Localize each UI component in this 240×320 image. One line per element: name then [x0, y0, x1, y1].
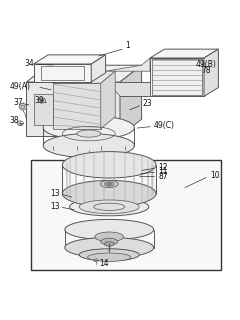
Text: 1: 1 — [125, 42, 130, 51]
Text: 78: 78 — [202, 66, 211, 75]
Ellipse shape — [95, 232, 124, 242]
Ellipse shape — [19, 103, 26, 110]
Ellipse shape — [62, 180, 156, 207]
Text: 49(B): 49(B) — [196, 60, 216, 69]
Bar — [31, 159, 221, 270]
Text: 39: 39 — [35, 96, 45, 105]
Text: 87: 87 — [158, 172, 168, 180]
Ellipse shape — [101, 238, 118, 245]
Ellipse shape — [21, 105, 25, 108]
Text: 34: 34 — [24, 60, 34, 68]
Ellipse shape — [104, 242, 114, 246]
Ellipse shape — [107, 183, 111, 185]
Ellipse shape — [65, 220, 154, 240]
Text: 37: 37 — [13, 98, 23, 107]
Polygon shape — [34, 64, 91, 82]
Polygon shape — [26, 82, 120, 136]
Polygon shape — [106, 58, 150, 71]
Ellipse shape — [70, 198, 149, 216]
Polygon shape — [101, 71, 115, 129]
Ellipse shape — [79, 249, 139, 261]
Text: 14: 14 — [100, 259, 109, 268]
Polygon shape — [34, 94, 53, 125]
Ellipse shape — [77, 130, 101, 137]
Ellipse shape — [65, 237, 154, 258]
Ellipse shape — [38, 98, 46, 103]
Text: 11: 11 — [158, 167, 168, 176]
Ellipse shape — [104, 182, 114, 186]
Polygon shape — [106, 82, 150, 96]
Polygon shape — [53, 83, 101, 129]
Text: 49(A): 49(A) — [10, 82, 31, 91]
Text: 49(C): 49(C) — [154, 121, 174, 131]
Text: 13: 13 — [50, 202, 60, 211]
Ellipse shape — [43, 116, 134, 140]
Text: 38: 38 — [10, 116, 19, 125]
Text: 12: 12 — [158, 163, 168, 172]
Polygon shape — [34, 55, 106, 64]
Ellipse shape — [43, 134, 134, 158]
Polygon shape — [150, 49, 218, 58]
Text: 13: 13 — [50, 189, 60, 198]
Ellipse shape — [100, 180, 118, 188]
Text: 10: 10 — [210, 171, 220, 180]
Text: 23: 23 — [143, 99, 152, 108]
Ellipse shape — [18, 121, 24, 126]
Polygon shape — [91, 55, 106, 82]
Ellipse shape — [41, 99, 43, 102]
Polygon shape — [204, 49, 218, 96]
Ellipse shape — [88, 253, 131, 261]
Polygon shape — [120, 65, 142, 136]
Polygon shape — [26, 65, 142, 82]
Polygon shape — [53, 71, 115, 83]
Ellipse shape — [79, 200, 139, 214]
Polygon shape — [150, 58, 204, 96]
Ellipse shape — [62, 152, 156, 178]
